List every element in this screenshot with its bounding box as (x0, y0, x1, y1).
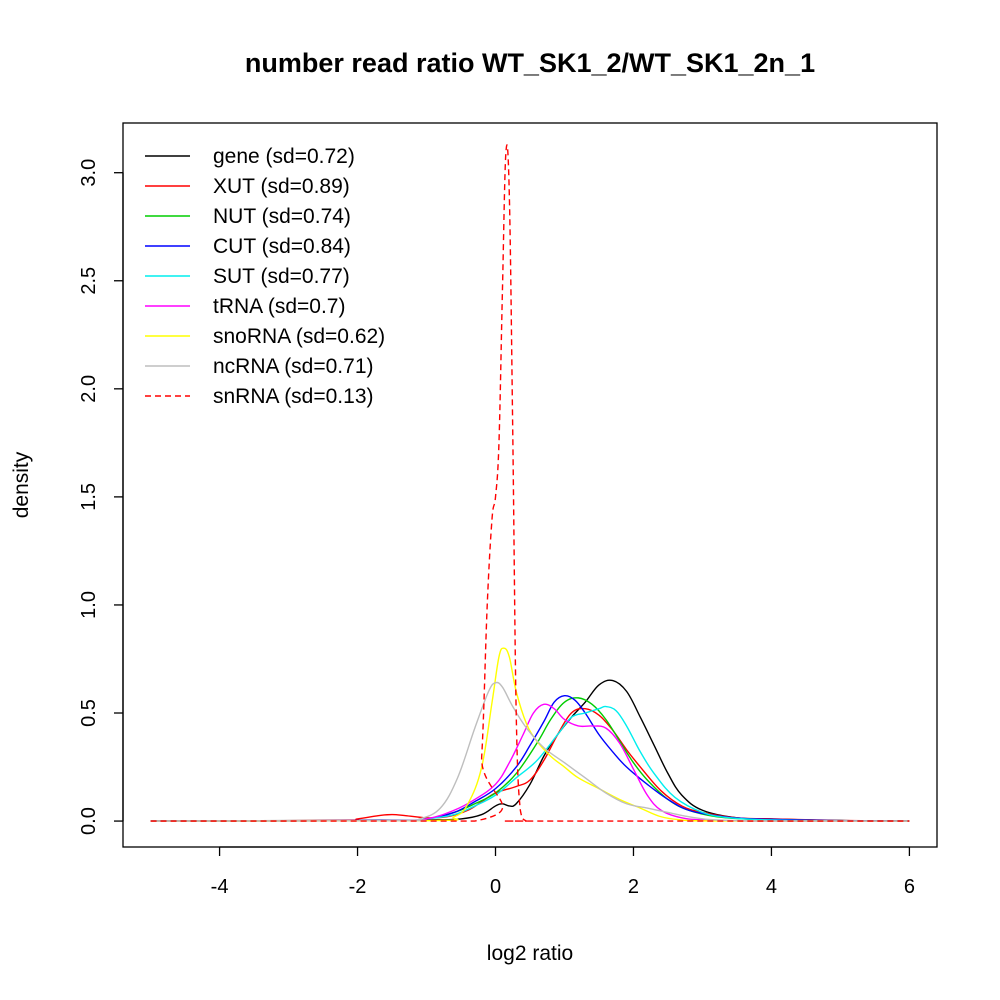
legend-label: XUT (sd=0.89) (213, 175, 350, 198)
legend-label: ncRNA (sd=0.71) (213, 355, 374, 378)
x-axis-label: log2 ratio (487, 942, 573, 965)
y-tick-label: 0.0 (78, 807, 100, 835)
y-axis: 0.0 0.5 1.0 1.5 2.0 2.5 3.0 (78, 159, 124, 835)
legend-label: gene (sd=0.72) (213, 145, 355, 168)
x-tick-label: -2 (349, 876, 367, 898)
series-line-9 (150, 144, 910, 822)
y-tick-label: 2.5 (78, 267, 100, 295)
series-line-7 (150, 647, 910, 822)
legend-label: SUT (sd=0.77) (213, 265, 350, 288)
x-axis: -4 -2 0 2 4 6 (211, 846, 915, 898)
plot-frame (122, 122, 938, 848)
series-line-2 (150, 707, 910, 822)
x-tick-label: 0 (490, 876, 501, 898)
x-tick-label: 4 (766, 876, 777, 898)
chart-title: number read ratio WT_SK1_2/WT_SK1_2n_1 (245, 48, 815, 78)
y-axis-label: density (10, 451, 33, 518)
legend: gene (sd=0.72) XUT (sd=0.89) NUT (sd=0.74)… (145, 145, 385, 408)
legend-label: snoRNA (sd=0.62) (213, 325, 385, 348)
series-layer (150, 144, 910, 822)
y-tick-label: 0.5 (78, 699, 100, 727)
x-tick-label: 2 (628, 876, 639, 898)
legend-label: snRNA (sd=0.13) (213, 385, 374, 408)
y-tick-label: 3.0 (78, 159, 100, 187)
series-line-1 (150, 679, 910, 822)
x-tick-label: 6 (904, 876, 915, 898)
y-tick-label: 2.0 (78, 375, 100, 403)
x-tick-label: -4 (211, 876, 229, 898)
legend-label: tRNA (sd=0.7) (213, 295, 345, 318)
series-line-8 (150, 681, 910, 822)
legend-label: NUT (sd=0.74) (213, 205, 351, 228)
y-tick-label: 1.5 (78, 483, 100, 511)
series-line-4 (150, 694, 910, 822)
legend-label: CUT (sd=0.84) (213, 235, 351, 258)
series-line-6 (150, 703, 910, 822)
series-line-3 (150, 697, 910, 822)
y-tick-label: 1.0 (78, 591, 100, 619)
series-line-5 (150, 705, 910, 822)
